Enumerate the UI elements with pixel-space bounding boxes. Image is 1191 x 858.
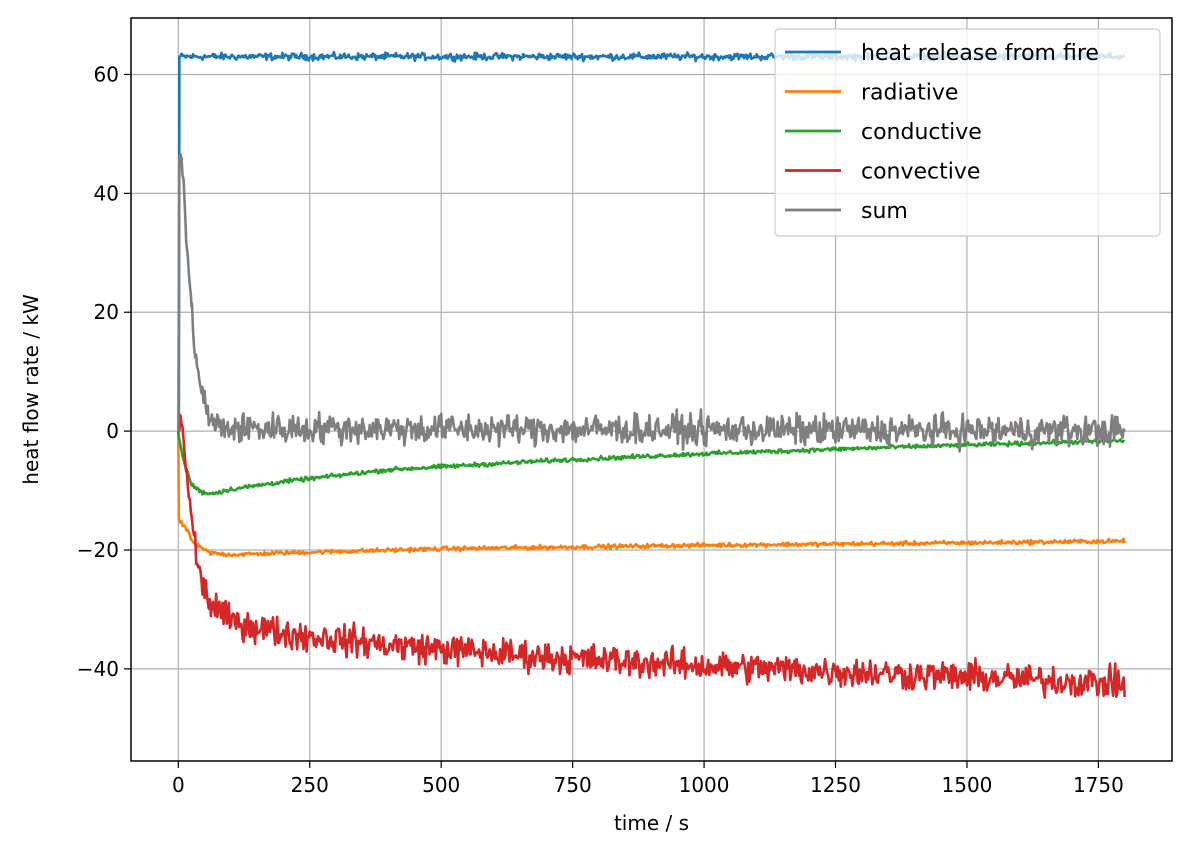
- x-tick-label: 1750: [1073, 773, 1124, 797]
- axis-ticks: 0 250 500 750 1000 1250 1500 1750 −40 −20 0 20 40 60: [77, 62, 1124, 797]
- legend-label: heat release from fire: [861, 41, 1099, 66]
- series-line-1: [177, 431, 1126, 558]
- x-axis-title: time / s: [614, 811, 689, 835]
- y-tick-label: 20: [94, 300, 119, 324]
- y-tick-label: −40: [77, 657, 119, 681]
- legend-label: sum: [861, 199, 908, 224]
- series-line-4: [177, 152, 1126, 453]
- y-axis-title: heat flow rate / kW: [19, 294, 43, 485]
- y-tick-label: 60: [94, 62, 119, 86]
- x-tick-label: 0: [172, 773, 185, 797]
- legend-box: [774, 28, 1161, 237]
- x-tick-label: 1500: [942, 773, 993, 797]
- series-line-3: [177, 413, 1126, 699]
- x-tick-label: 500: [422, 773, 460, 797]
- series-group: [177, 50, 1126, 699]
- plot-area-frame: [130, 17, 1173, 762]
- x-tick-label: 1000: [679, 773, 730, 797]
- legend: heat release from fire radiative conductiv…: [774, 28, 1161, 237]
- legend-label: convective: [861, 160, 980, 185]
- y-tick-label: 0: [106, 419, 119, 443]
- legend-label: radiative: [861, 81, 958, 106]
- series-line-2: [177, 430, 1126, 496]
- x-tick-label: 1250: [810, 773, 861, 797]
- x-tick-label: 250: [291, 773, 329, 797]
- legend-label: conductive: [861, 120, 982, 145]
- x-tick-label: 750: [554, 773, 592, 797]
- y-tick-label: 40: [94, 181, 119, 205]
- y-tick-label: −20: [77, 538, 119, 562]
